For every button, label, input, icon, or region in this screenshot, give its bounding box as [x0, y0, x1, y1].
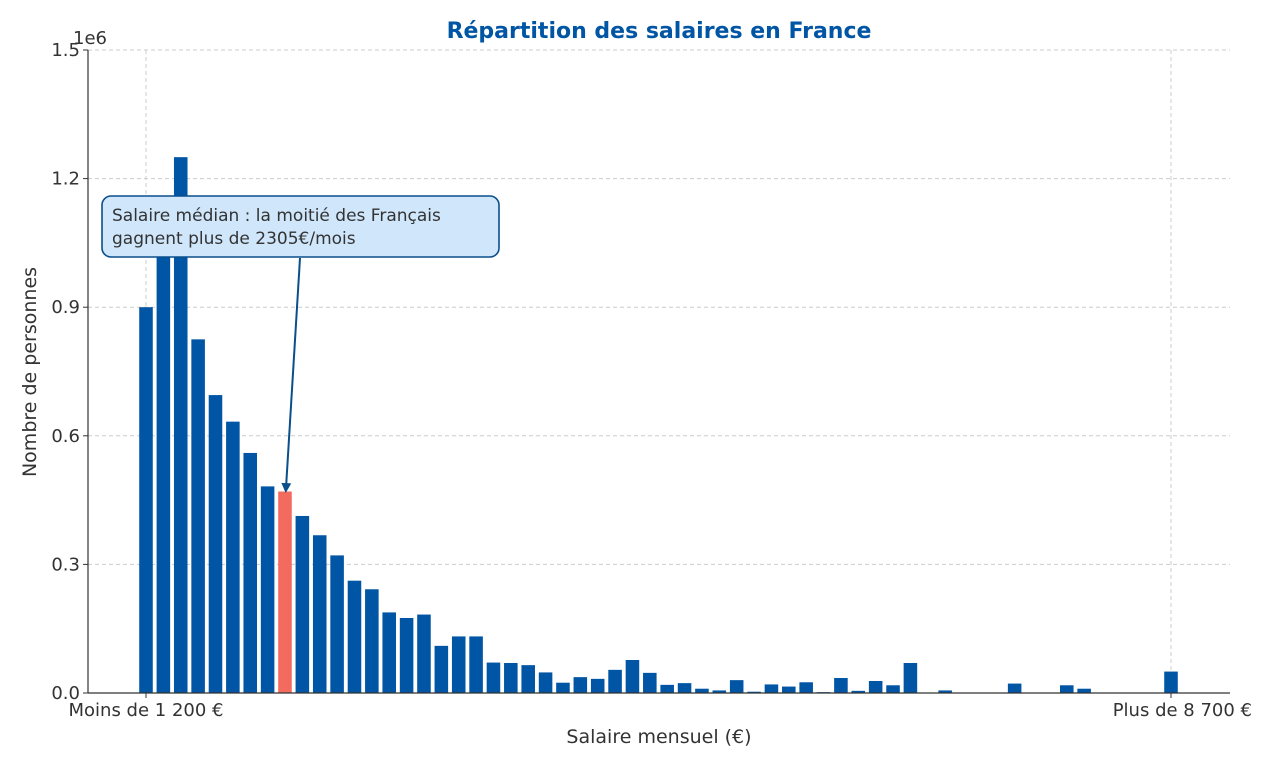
bar	[330, 555, 344, 693]
bars-layer	[139, 157, 1178, 693]
bar	[903, 662, 918, 693]
bar	[365, 589, 379, 693]
y-tick-labels: 0.0 0.3 0.6 0.9 1.2 1.5	[51, 40, 88, 704]
bar	[764, 684, 779, 693]
bar	[173, 157, 188, 693]
bar	[295, 515, 310, 693]
bar	[1007, 683, 1022, 693]
bar	[208, 395, 223, 693]
y-tick-label: 0.6	[51, 426, 80, 447]
bar	[1059, 685, 1074, 693]
bar	[938, 690, 952, 693]
bar	[417, 614, 431, 693]
bar	[451, 636, 466, 693]
y-exponent-label: 1e6	[73, 28, 107, 49]
x-tick-label-first: Moins de 1 200 €	[69, 700, 224, 721]
y-tick-label: 1.2	[51, 169, 80, 190]
bar	[643, 672, 657, 693]
bar	[556, 682, 570, 693]
x-tick-labels: Moins de 1 200 € Plus de 8 700 €	[69, 693, 1252, 721]
bar	[782, 686, 796, 693]
x-tick-label-last: Plus de 8 700 €	[1113, 700, 1252, 721]
annotation-arrow	[281, 257, 301, 493]
bar	[590, 678, 605, 693]
bar	[729, 680, 744, 693]
bar	[139, 307, 153, 693]
bar	[660, 684, 674, 693]
bar	[851, 690, 866, 693]
bar	[469, 636, 483, 693]
annotation-line-2: gagnent plus de 2305€/mois	[112, 229, 356, 249]
bar	[886, 685, 900, 693]
y-tick-label: 0.0	[51, 683, 80, 704]
bar	[868, 680, 883, 693]
bar	[347, 580, 362, 693]
x-axis-label: Salaire mensuel (€)	[566, 726, 751, 748]
y-tick-label: 0.3	[51, 554, 80, 575]
bar	[486, 662, 501, 693]
chart-title: Répartition des salaires en France	[447, 19, 872, 44]
bar	[312, 535, 327, 693]
bar	[1077, 688, 1091, 693]
bar	[834, 677, 848, 693]
bar	[677, 683, 692, 693]
bar	[434, 645, 449, 693]
bar	[382, 612, 396, 693]
bar	[625, 659, 640, 693]
annotation-line-1: Salaire médian : la moitié des Français	[112, 206, 441, 226]
bar	[504, 662, 518, 693]
bar	[226, 421, 240, 693]
bar	[695, 688, 709, 693]
bar	[799, 682, 813, 693]
annotation-box	[101, 195, 500, 258]
bar	[399, 617, 414, 693]
bar	[608, 669, 622, 693]
bar	[191, 339, 205, 693]
bar	[156, 238, 171, 693]
bar	[1164, 671, 1178, 693]
bar	[538, 672, 553, 693]
y-tick-label: 0.9	[51, 297, 80, 318]
bar	[712, 690, 727, 693]
bar	[521, 665, 535, 693]
bar	[573, 677, 588, 693]
median-bar	[278, 491, 292, 693]
bar	[747, 691, 761, 693]
median-annotation: Salaire médian : la moitié des Français …	[101, 195, 500, 493]
bar	[260, 486, 275, 693]
bar	[243, 452, 258, 693]
y-tick-label: 1.5	[51, 40, 80, 61]
grid-layer	[88, 49, 1230, 693]
y-axis-label: Nombre de personnes	[19, 267, 41, 477]
